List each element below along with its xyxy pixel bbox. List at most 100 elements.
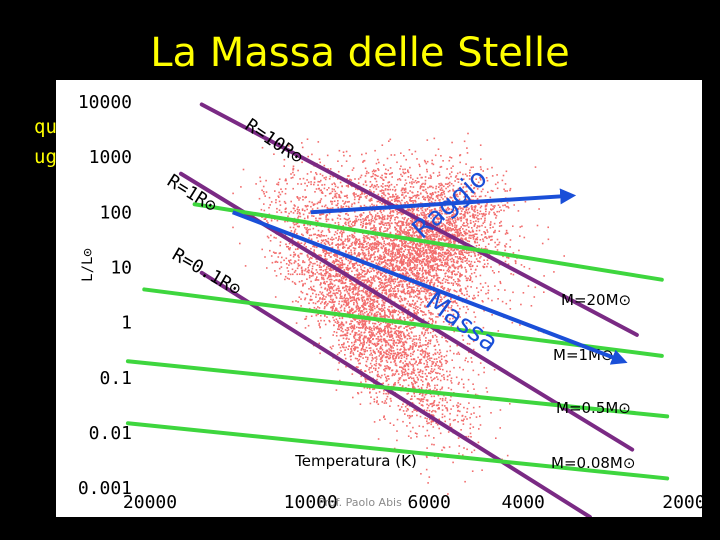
star-point [341, 261, 343, 264]
star-point [420, 207, 422, 210]
star-point [426, 375, 428, 378]
star-point [364, 218, 367, 220]
star-point [330, 252, 332, 254]
star-point [457, 437, 460, 439]
star-point [432, 275, 435, 277]
star-point [364, 304, 367, 306]
star-point [410, 271, 413, 274]
star-point [419, 251, 421, 253]
star-point [416, 414, 418, 417]
star-point [355, 338, 357, 341]
star-point [388, 265, 391, 267]
star-point [384, 370, 386, 372]
star-point [427, 320, 430, 323]
star-point [339, 324, 342, 326]
star-point [313, 176, 316, 179]
star-point [422, 392, 424, 395]
star-point [428, 476, 431, 478]
star-point [417, 309, 419, 311]
star-point [347, 327, 349, 329]
star-point [459, 280, 461, 282]
star-point [378, 277, 380, 280]
star-point [301, 291, 304, 294]
star-point [456, 193, 459, 196]
star-point [339, 297, 341, 299]
star-point [287, 246, 289, 248]
star-point [475, 216, 478, 219]
star-point [418, 425, 421, 427]
star-point [403, 292, 406, 294]
star-point [387, 308, 389, 311]
star-point [379, 419, 381, 421]
star-point [297, 215, 300, 218]
star-point [426, 352, 429, 355]
star-point [370, 270, 373, 272]
star-point [360, 276, 362, 278]
star-point [469, 265, 471, 267]
star-point [342, 324, 345, 327]
star-point [323, 264, 326, 266]
star-point [449, 314, 451, 316]
star-point [427, 366, 430, 368]
star-point [374, 357, 376, 359]
star-point [327, 241, 330, 244]
star-point [384, 315, 386, 317]
star-point [455, 266, 457, 269]
star-point [368, 331, 370, 334]
star-point [441, 416, 444, 419]
star-point [377, 321, 380, 323]
star-point [422, 370, 424, 373]
star-point [422, 318, 425, 321]
star-point [353, 349, 356, 352]
star-point [400, 220, 402, 223]
star-point [275, 260, 277, 263]
star-point [350, 348, 353, 351]
star-point [303, 273, 306, 276]
star-point [383, 339, 385, 341]
star-point [319, 214, 322, 216]
star-point [294, 260, 297, 263]
star-point [354, 244, 357, 246]
star-point [386, 259, 389, 262]
star-point [323, 303, 326, 305]
star-point [361, 344, 364, 346]
star-point [388, 378, 390, 380]
star-point [388, 250, 390, 253]
star-point [343, 203, 345, 205]
star-point [328, 294, 330, 297]
star-point [440, 358, 443, 360]
star-point [351, 331, 353, 333]
star-point [351, 282, 353, 284]
star-point [278, 209, 281, 211]
star-point [451, 225, 454, 227]
star-point [325, 252, 328, 254]
star-point [453, 330, 455, 333]
star-point [405, 349, 407, 351]
star-point [370, 236, 373, 238]
star-point [403, 260, 405, 263]
star-point [505, 231, 508, 234]
star-point [364, 240, 367, 243]
star-point [266, 267, 268, 269]
star-point [327, 242, 330, 245]
star-point [262, 191, 265, 193]
star-point [478, 260, 480, 263]
star-point [427, 309, 430, 312]
star-point [389, 331, 392, 333]
star-point [439, 365, 441, 368]
star-point [466, 218, 468, 221]
star-point [462, 173, 464, 176]
star-point [420, 358, 423, 361]
star-point [371, 333, 373, 336]
star-point [433, 276, 435, 279]
star-point [316, 260, 318, 263]
star-point [341, 322, 344, 324]
star-point [412, 231, 414, 234]
star-point [419, 228, 421, 230]
star-point [449, 252, 452, 254]
star-point [484, 236, 486, 239]
star-point [429, 359, 431, 362]
star-point [469, 427, 471, 430]
star-point [301, 252, 303, 255]
star-point [358, 333, 361, 335]
